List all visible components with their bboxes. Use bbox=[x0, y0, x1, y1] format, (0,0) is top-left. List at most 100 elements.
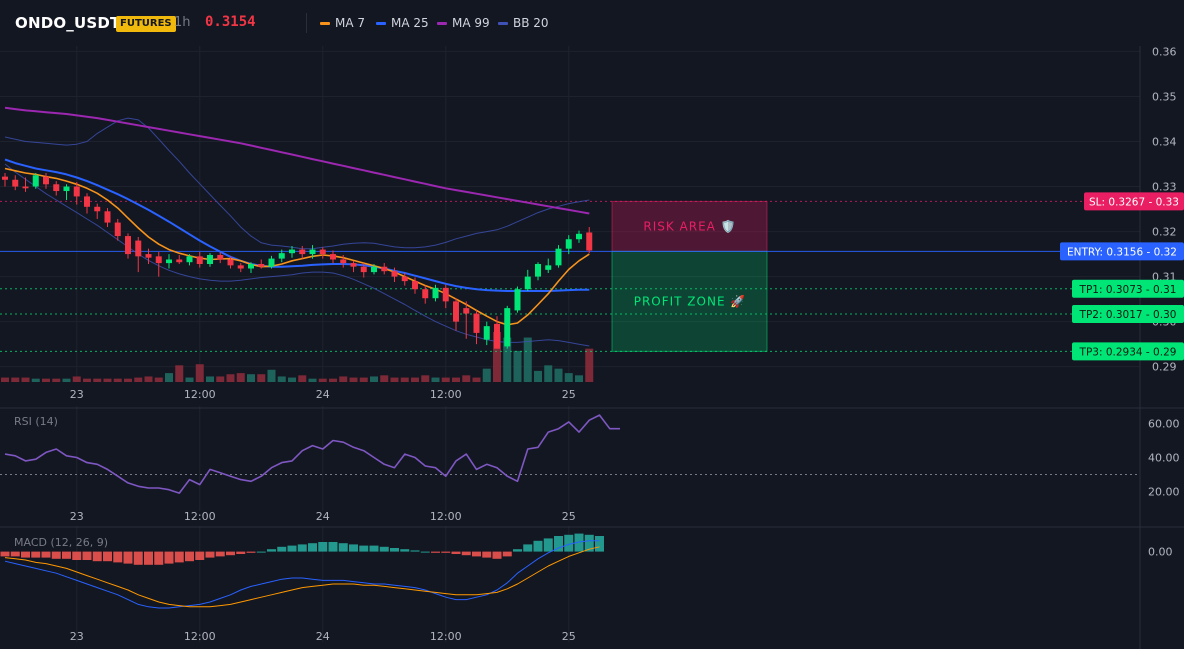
price-axis-label: 0.35 bbox=[1152, 90, 1177, 103]
macd-histogram-bar bbox=[533, 540, 543, 552]
ma99-line bbox=[4, 106, 590, 215]
volume-bar bbox=[349, 377, 358, 382]
volume-bar bbox=[72, 376, 81, 382]
volume-bar bbox=[257, 374, 266, 382]
candle-body bbox=[524, 276, 531, 290]
macd-histogram-bar bbox=[277, 546, 287, 552]
legend-bb20[interactable]: BB 20 bbox=[498, 16, 549, 30]
legend-ma99-swatch bbox=[437, 22, 447, 25]
level-tag-label-tp1: TP1: 0.3073 - 0.31 bbox=[1079, 284, 1177, 296]
risk-area-zone bbox=[611, 200, 768, 252]
candle-body bbox=[186, 256, 193, 263]
time-axis-label: 23 bbox=[70, 630, 84, 643]
candle-body bbox=[207, 254, 213, 264]
candle-body bbox=[217, 254, 224, 260]
candle-body bbox=[453, 301, 459, 322]
rsi-axis-label: 40.00 bbox=[1148, 452, 1180, 465]
candle-body bbox=[94, 206, 101, 212]
macd-histogram-bar bbox=[215, 551, 225, 557]
volume-bar bbox=[370, 376, 378, 382]
macd-histogram-bar bbox=[543, 538, 553, 552]
legend-bb20-label: BB 20 bbox=[513, 16, 549, 30]
macd-histogram-bar bbox=[595, 536, 604, 552]
volume-bar bbox=[564, 373, 573, 382]
candle-body bbox=[43, 176, 49, 185]
candle-body bbox=[289, 249, 295, 254]
volume-bar bbox=[144, 376, 153, 382]
profit-zone-label: PROFIT ZONE 🚀 bbox=[634, 294, 747, 308]
macd-histogram-bar bbox=[328, 542, 338, 552]
candle-body bbox=[166, 259, 172, 264]
macd-histogram-bar bbox=[554, 536, 563, 552]
time-axis-label: 24 bbox=[316, 388, 330, 401]
candle-body bbox=[299, 249, 306, 255]
volume-bar bbox=[380, 375, 389, 382]
timeframe-label[interactable]: 1h bbox=[174, 15, 191, 30]
macd-histogram-bar bbox=[133, 551, 143, 565]
ma25-line bbox=[4, 158, 590, 292]
candle-body bbox=[2, 176, 8, 180]
macd-histogram-bar bbox=[369, 545, 379, 552]
candle-body bbox=[483, 326, 490, 340]
candle-body bbox=[494, 323, 500, 349]
candle-body bbox=[258, 263, 265, 267]
volume-bar bbox=[421, 375, 430, 382]
time-axis-label: 25 bbox=[562, 630, 576, 643]
price-axis-label: 0.34 bbox=[1152, 135, 1177, 148]
time-axis-label: 12:00 bbox=[430, 510, 462, 523]
time-axis-label: 12:00 bbox=[184, 510, 216, 523]
candle-body bbox=[125, 236, 131, 255]
macd-histogram-bar bbox=[256, 551, 266, 553]
volume-bar bbox=[134, 377, 143, 382]
candle-body bbox=[473, 313, 480, 333]
rsi-line bbox=[4, 414, 620, 494]
legend-ma7-label: MA 7 bbox=[335, 16, 366, 30]
legend-ma25[interactable]: MA 25 bbox=[376, 16, 429, 30]
level-tag-tp3 bbox=[1072, 342, 1184, 361]
symbol-title[interactable]: ONDO_USDT bbox=[15, 14, 121, 32]
legend-ma7-swatch bbox=[320, 22, 330, 25]
candle-body bbox=[586, 232, 593, 251]
candle-body bbox=[12, 179, 19, 187]
macd-histogram-bar bbox=[246, 551, 256, 553]
time-axis-label: 23 bbox=[70, 510, 84, 523]
legend-ma99[interactable]: MA 99 bbox=[437, 16, 490, 30]
macd-histogram-bar bbox=[195, 551, 205, 560]
price-axis-label: 0.32 bbox=[1152, 226, 1177, 239]
time-axis-label: 12:00 bbox=[184, 388, 216, 401]
level-tag-label-sl: SL: 0.3267 - 0.33 bbox=[1089, 196, 1179, 208]
macd-histogram-bar bbox=[174, 551, 184, 563]
candle-body bbox=[330, 254, 336, 260]
macd-signal-line bbox=[4, 546, 600, 608]
legend-ma99-label: MA 99 bbox=[452, 16, 490, 30]
level-tag-tp1 bbox=[1072, 279, 1184, 298]
volume-bar bbox=[431, 377, 440, 382]
volume-bar bbox=[103, 378, 112, 382]
macd-histogram-bar bbox=[420, 551, 430, 553]
volume-bar bbox=[339, 376, 348, 382]
macd-histogram-bar bbox=[123, 551, 133, 564]
macd-histogram-bar bbox=[359, 545, 369, 552]
macd-histogram-bar bbox=[205, 551, 215, 558]
macd-histogram-bar bbox=[82, 551, 92, 560]
legend-ma7[interactable]: MA 7 bbox=[320, 16, 365, 30]
candle-body bbox=[84, 196, 90, 207]
price-axis-label: 0.36 bbox=[1152, 45, 1177, 58]
volume-bar bbox=[390, 377, 399, 382]
candle-body bbox=[237, 265, 244, 269]
time-axis-label: 25 bbox=[562, 510, 576, 523]
macd-histogram-bar bbox=[226, 551, 235, 556]
bb-lower-line bbox=[4, 163, 590, 347]
candle-body bbox=[176, 259, 183, 263]
volume-bar bbox=[206, 376, 214, 382]
macd-histogram-bar bbox=[410, 550, 420, 552]
volume-bar bbox=[482, 368, 491, 382]
candle-body bbox=[22, 186, 29, 189]
candle-body bbox=[135, 240, 142, 257]
macd-histogram-bar bbox=[338, 543, 348, 552]
chart-header: ONDO_USDT FUTURES 1h 0.3154 MA 7 MA 25 M… bbox=[0, 0, 1184, 46]
rsi-axis-label: 20.00 bbox=[1148, 485, 1180, 498]
volume-bar bbox=[298, 375, 307, 382]
candle-body bbox=[155, 256, 162, 264]
